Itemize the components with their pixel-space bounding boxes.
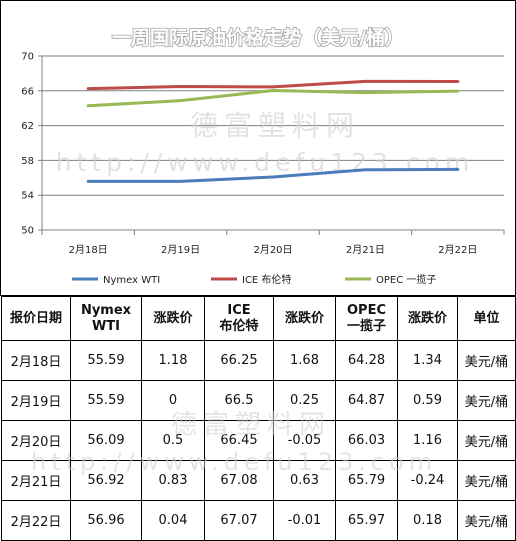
table-header-row: 报价日期 Nymex WTI 涨跌价 ICE 布伦特 涨跌价 OPEC 一揽子 涨跌价 单位 (1, 296, 516, 341)
y-tick-label: 58 (21, 156, 34, 167)
y-tick-label: 70 (21, 52, 34, 63)
table-cell: 66.25 (204, 340, 274, 381)
table-cell: 64.28 (335, 340, 398, 381)
legend-label: OPEC 一揽子 (376, 273, 436, 286)
y-tick-label: 54 (21, 191, 34, 202)
table-cell: 美元/桶 (457, 460, 516, 501)
date-cell: 2月20日 (1, 420, 71, 461)
table-cell: 1.68 (273, 340, 336, 381)
table-header-cell: OPEC 一揽子 (335, 296, 398, 341)
table-cell: 0.63 (273, 460, 336, 501)
table-cell: 66.03 (335, 420, 398, 461)
table-cell: 0.04 (141, 500, 205, 541)
watermark-url: http://www.defu123.com (56, 148, 475, 177)
chart-border (0, 0, 516, 296)
table-cell: 56.92 (70, 460, 142, 501)
table-cell: -0.24 (397, 460, 458, 501)
x-tick-labels: 2月18日 2月19日 2月20日 2月21日 2月22日 (69, 244, 478, 256)
table-header-cell: 报价日期 (1, 296, 71, 341)
table-cell: 美元/桶 (457, 420, 516, 461)
table-cell: 56.09 (70, 420, 142, 461)
axes (38, 55, 505, 235)
table-header-cell: 涨跌价 (141, 296, 205, 341)
table-cell: 65.79 (335, 460, 398, 501)
date-cell: 2月21日 (1, 460, 71, 501)
table-cell: 1.18 (141, 340, 205, 381)
y-tick-label: 66 (21, 86, 34, 97)
legend-label: Nymex WTI (103, 275, 160, 286)
table-cell: 0.25 (273, 380, 336, 421)
x-tick-label: 2月18日 (69, 244, 108, 256)
table-cell: 1.34 (397, 340, 458, 381)
table-cell: 56.96 (70, 500, 142, 541)
table-cell: 1.16 (397, 420, 458, 461)
table-cell: 66.5 (204, 380, 274, 421)
table-cell: 67.07 (204, 500, 274, 541)
table-cell: 0.5 (141, 420, 205, 461)
table-cell: 55.59 (70, 340, 142, 381)
table-header-cell: Nymex WTI (70, 296, 142, 341)
table-header-cell: 单位 (457, 296, 516, 341)
table-cell: 美元/桶 (457, 500, 516, 541)
gridlines (42, 55, 504, 196)
chart-area: 一周国际原油价格走势（美元/桶） 德富塑料网 http://www.defu12… (0, 0, 516, 296)
x-tick-label: 2月20日 (253, 244, 292, 256)
table-cell: 0.18 (397, 500, 458, 541)
table-row: 2月21日 56.92 0.83 67.08 0.63 65.79 -0.24 美元/桶 (1, 460, 516, 501)
date-cell: 2月18日 (1, 340, 71, 381)
table-row: 2月22日 56.96 0.04 67.07 -0.01 65.97 0.18 美元/桶 (1, 500, 516, 541)
series-lines (86, 79, 460, 183)
x-tick-label: 2月22日 (438, 244, 477, 256)
price-table: 报价日期 Nymex WTI 涨跌价 ICE 布伦特 涨跌价 OPEC 一揽子 涨跌价 单位 2月1… (1, 296, 516, 541)
chart-watermark: 德富塑料网 http://www.defu123.com (56, 109, 475, 177)
chart-title: 一周国际原油价格走势（美元/桶） (112, 26, 404, 49)
table-cell: -0.05 (273, 420, 336, 461)
y-tick-label: 62 (21, 121, 34, 132)
table-header-cell: 涨跌价 (397, 296, 458, 341)
y-tick-labels: 50 54 58 62 66 70 (21, 52, 34, 237)
table-row: 2月19日 55.59 0 66.5 0.25 64.87 0.59 美元/桶 (1, 380, 516, 421)
x-tick-label: 2月19日 (161, 244, 200, 256)
table-cell: 0 (141, 380, 205, 421)
table-cell: 67.08 (204, 460, 274, 501)
line-chart: 一周国际原油价格走势（美元/桶） 德富塑料网 http://www.defu12… (0, 0, 516, 296)
table-header-cell: 涨跌价 (273, 296, 336, 341)
watermark-name: 德富塑料网 (190, 109, 360, 142)
table-row: 2月18日 55.59 1.18 66.25 1.68 64.28 1.34 美元/桶 (1, 340, 516, 381)
table-row: 2月20日 56.09 0.5 66.45 -0.05 66.03 1.16 美元/桶 (1, 420, 516, 461)
table-cell: 65.97 (335, 500, 398, 541)
table-cell: 64.87 (335, 380, 398, 421)
price-table-area: 报价日期 Nymex WTI 涨跌价 ICE 布伦特 涨跌价 OPEC 一揽子 涨跌价 单位 2月1… (1, 296, 516, 541)
table-cell: -0.01 (273, 500, 336, 541)
table-cell: 0.83 (141, 460, 205, 501)
table-body: 2月18日 55.59 1.18 66.25 1.68 64.28 1.34 美元/桶 2月19… (1, 340, 516, 541)
table-cell: 55.59 (70, 380, 142, 421)
table-cell: 美元/桶 (457, 380, 516, 421)
table-cell: 66.45 (204, 420, 274, 461)
table-cell: 0.59 (397, 380, 458, 421)
table-cell: 美元/桶 (457, 340, 516, 381)
y-tick-label: 50 (21, 226, 34, 237)
date-cell: 2月22日 (1, 500, 71, 541)
table-header-cell: ICE 布伦特 (204, 296, 274, 341)
legend: Nymex WTI ICE 布伦特 OPEC 一揽子 (72, 273, 436, 286)
legend-label: ICE 布伦特 (242, 273, 291, 286)
date-cell: 2月19日 (1, 380, 71, 421)
x-tick-label: 2月21日 (346, 244, 385, 256)
